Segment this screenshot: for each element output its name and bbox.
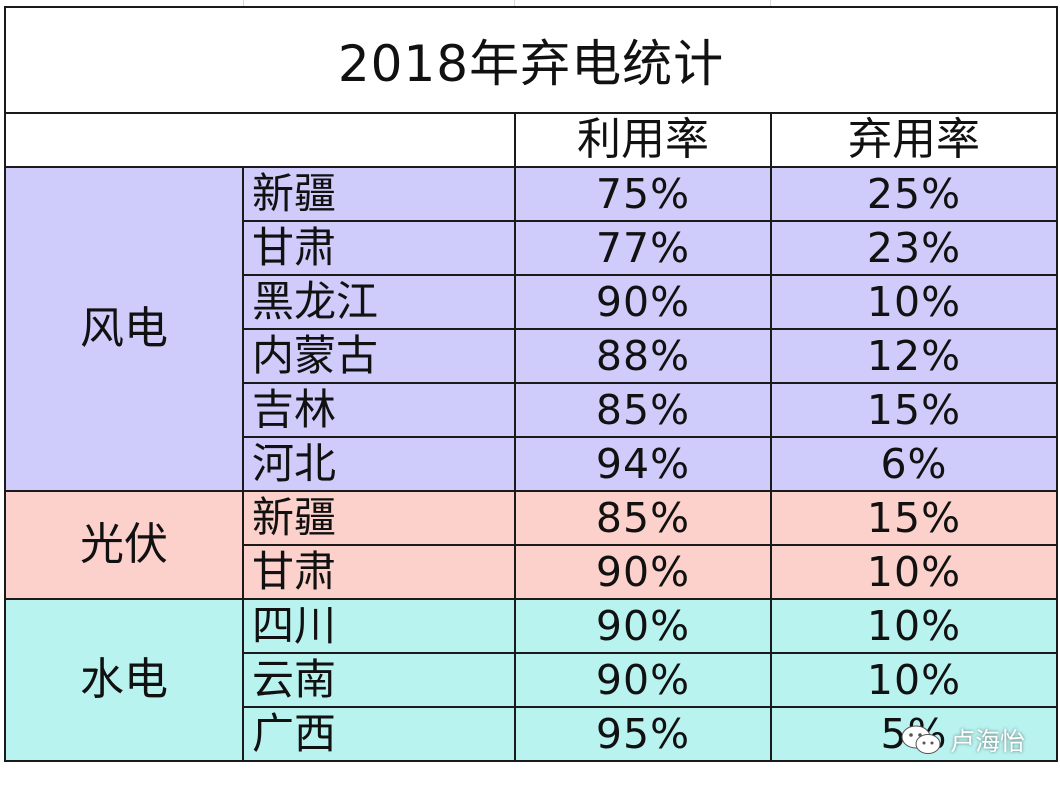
header-row: 利用率 弃用率 [4,112,1058,168]
table-row: 云南 90% 10% [5,652,1058,708]
table-row: 风电 新疆 75% 25% [4,166,1058,492]
utilization-cell: 94% [514,436,772,492]
region-cell: 云南 [242,652,516,708]
region-cell: 甘肃 [242,544,516,600]
table-title: 2018年弃电统计 [4,6,1058,114]
utilization-cell: 85% [514,490,772,546]
region-cell: 河北 [242,436,516,492]
table-row: 光伏 新疆 85% 15% [4,490,1058,600]
title-row: 2018年弃电统计 [4,6,1058,114]
header-blank [4,112,516,168]
curtailment-cell: 10% [770,274,1058,330]
table-row: 水电 四川 90% 10% [4,598,1058,762]
table-row: 吉林 85% 15% [5,382,1058,438]
utilization-cell: 77% [514,220,772,276]
curtailment-cell: 25% [770,166,1058,222]
gridline [770,0,771,6]
curtailment-cell: 15% [770,382,1058,438]
wechat-icon [901,725,941,754]
utilization-cell: 90% [514,652,772,708]
table-row: 内蒙古 88% 12% [5,328,1058,384]
region-cell: 吉林 [242,382,516,438]
curtailment-cell: 23% [770,220,1058,276]
group-label: 水电 [4,598,244,762]
table-row: 甘肃 77% 23% [5,220,1058,276]
utilization-cell: 88% [514,328,772,384]
utilization-cell: 95% [514,706,772,762]
utilization-cell: 90% [514,274,772,330]
curtailment-table: 2018年弃电统计 利用率 弃用率 风电 新疆 75% 25% 甘肃 77% 23% 黑龙江 9… [4,6,1058,762]
watermark-text: 卢海怡 [950,727,1026,756]
utilization-cell: 90% [514,544,772,600]
gridline [514,0,515,6]
table-row: 黑龙江 90% 10% [5,274,1058,330]
gridline [243,0,244,6]
watermark: 卢海怡 [900,722,1025,758]
header-curtailment: 弃用率 [770,112,1058,168]
utilization-cell: 85% [514,382,772,438]
group-label: 风电 [4,166,244,492]
curtailment-cell: 10% [770,544,1058,600]
utilization-cell: 75% [514,166,772,222]
region-cell: 内蒙古 [242,328,516,384]
region-cell: 四川 [242,598,516,654]
region-cell: 广西 [242,706,516,762]
table-row: 甘肃 90% 10% [5,544,1058,600]
curtailment-cell: 12% [770,328,1058,384]
curtailment-cell: 15% [770,490,1058,546]
region-cell: 新疆 [242,166,516,222]
curtailment-cell: 6% [770,436,1058,492]
region-cell: 新疆 [242,490,516,546]
curtailment-cell: 10% [770,598,1058,654]
curtailment-cell: 10% [770,652,1058,708]
utilization-cell: 90% [514,598,772,654]
table-row: 河北 94% 6% [5,436,1058,492]
region-cell: 甘肃 [242,220,516,276]
header-utilization: 利用率 [514,112,772,168]
region-cell: 黑龙江 [242,274,516,330]
group-label: 光伏 [4,490,244,600]
